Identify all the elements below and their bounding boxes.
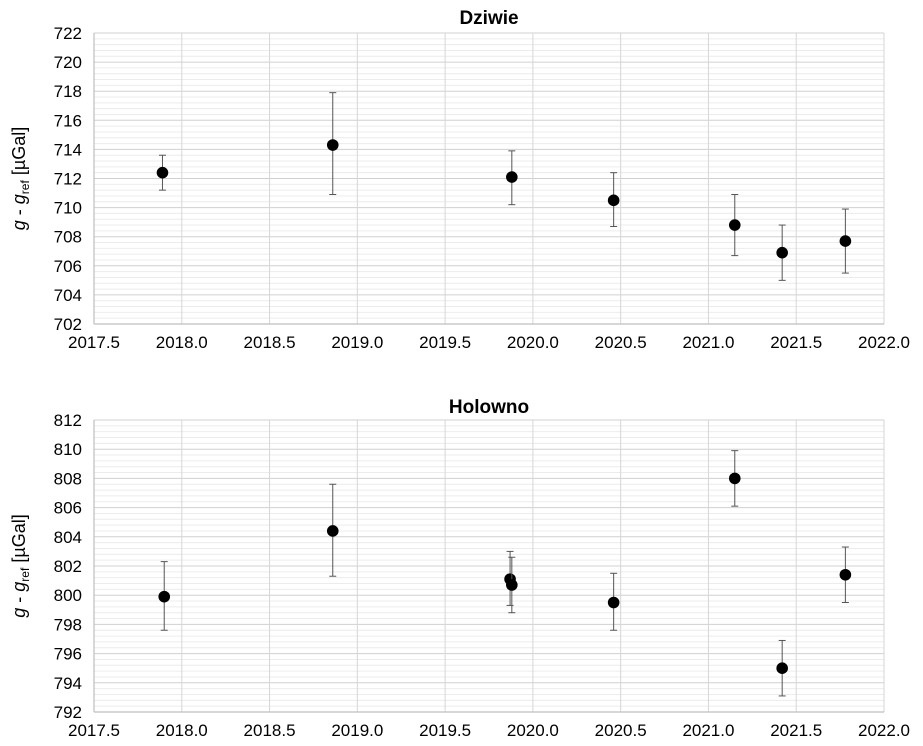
data-point	[326, 525, 339, 537]
x-tick-label: 2020.5	[595, 333, 647, 352]
y-axis-label-g-ref: g	[9, 194, 29, 204]
data-point	[776, 662, 788, 674]
x-tick-label: 2021.0	[682, 721, 734, 740]
x-tick-label: 2022.0	[858, 721, 910, 740]
y-tick-label: 708	[54, 228, 82, 247]
x-tick-label: 2021.5	[770, 333, 822, 352]
y-tick-label: 720	[54, 53, 82, 72]
y-axis-label: g - gref [µGal]	[9, 514, 32, 617]
y-tick-label: 710	[54, 199, 82, 218]
x-tick-label: 2019.5	[419, 333, 471, 352]
data-point-group	[156, 154, 169, 191]
x-tick-label: 2019.0	[331, 721, 383, 740]
x-tick-label: 2019.5	[419, 721, 471, 740]
y-axis-label-sub: ref	[18, 180, 32, 195]
y-axis-label-unit: [µGal]	[9, 514, 29, 567]
y-tick-label: 812	[54, 411, 82, 430]
y-axis-label-sub: ref	[18, 567, 32, 582]
x-tick-label: 2019.0	[331, 333, 383, 352]
data-point-group	[839, 546, 852, 603]
y-tick-label: 792	[54, 703, 82, 722]
data-point	[728, 219, 741, 231]
data-point	[607, 194, 620, 207]
y-axis-label-sep: -	[9, 592, 29, 608]
y-tick-label: 810	[54, 440, 82, 459]
data-point-group	[506, 150, 518, 206]
x-tick-label: 2021.5	[770, 721, 822, 740]
x-tick-label: 2018.0	[156, 333, 208, 352]
data-point-group	[839, 208, 852, 274]
data-point	[839, 568, 852, 581]
data-point-group	[776, 224, 788, 281]
data-point-group	[158, 561, 171, 631]
data-point-group	[607, 172, 620, 228]
x-tick-label: 2020.0	[507, 333, 559, 352]
data-point-group	[776, 639, 788, 697]
data-point	[728, 472, 741, 485]
y-tick-label: 712	[54, 170, 82, 189]
x-tick-label: 2018.0	[156, 721, 208, 740]
x-tick-label: 2022.0	[858, 333, 910, 352]
data-point-group	[506, 556, 518, 614]
y-axis-label-g: g	[9, 220, 29, 230]
y-tick-label: 798	[54, 615, 82, 634]
y-tick-label: 804	[54, 528, 82, 547]
panel-holowno: 792 794 796 798 800 802 804 806 808 810 812 2017.5 2…	[9, 397, 910, 740]
x-tick-label: 2018.5	[244, 333, 296, 352]
y-tick-label: 706	[54, 257, 82, 276]
data-point-group	[728, 194, 741, 257]
x-tick-label: 2020.5	[595, 721, 647, 740]
y-tick-label: 718	[54, 82, 82, 101]
y-tick-label: 802	[54, 557, 82, 576]
data-point-group	[728, 450, 741, 507]
data-point	[506, 171, 518, 183]
y-tick-label: 704	[54, 286, 82, 305]
y-tick-label: 806	[54, 499, 82, 518]
y-tick-label: 800	[54, 586, 82, 605]
data-point-group	[326, 92, 339, 196]
data-point	[607, 596, 620, 609]
chart-title: Holowno	[449, 397, 529, 418]
x-tick-label: 2018.5	[244, 721, 296, 740]
y-tick-label: 716	[54, 111, 82, 130]
y-axis-label-g: g	[9, 608, 29, 618]
data-point	[506, 579, 518, 591]
data-point-group	[607, 572, 620, 631]
y-tick-label: 796	[54, 645, 82, 664]
panel-dziwie: 702 704 706 708 710 712 714 716 718 720 722 2017.5 2…	[9, 8, 910, 352]
data-point	[158, 590, 171, 603]
chart-title: Dziwie	[459, 8, 518, 29]
data-point	[776, 246, 788, 259]
y-tick-label: 714	[54, 140, 82, 159]
y-tick-label: 702	[54, 315, 82, 334]
y-tick-label: 722	[54, 24, 82, 43]
x-tick-label: 2017.5	[68, 721, 120, 740]
x-tick-label: 2020.0	[507, 721, 559, 740]
data-point-group	[326, 483, 339, 577]
data-point	[326, 139, 339, 151]
y-tick-label: 794	[54, 674, 82, 693]
y-axis-label-unit: [µGal]	[9, 127, 29, 180]
y-axis-label-sep: -	[9, 204, 29, 220]
x-tick-label: 2021.0	[682, 333, 734, 352]
data-point	[156, 166, 169, 179]
y-axis-label: g - gref [µGal]	[9, 127, 32, 230]
y-tick-label: 808	[54, 469, 82, 488]
data-point	[839, 235, 852, 247]
y-axis-label-g-ref: g	[9, 582, 29, 592]
x-tick-label: 2017.5	[68, 333, 120, 352]
